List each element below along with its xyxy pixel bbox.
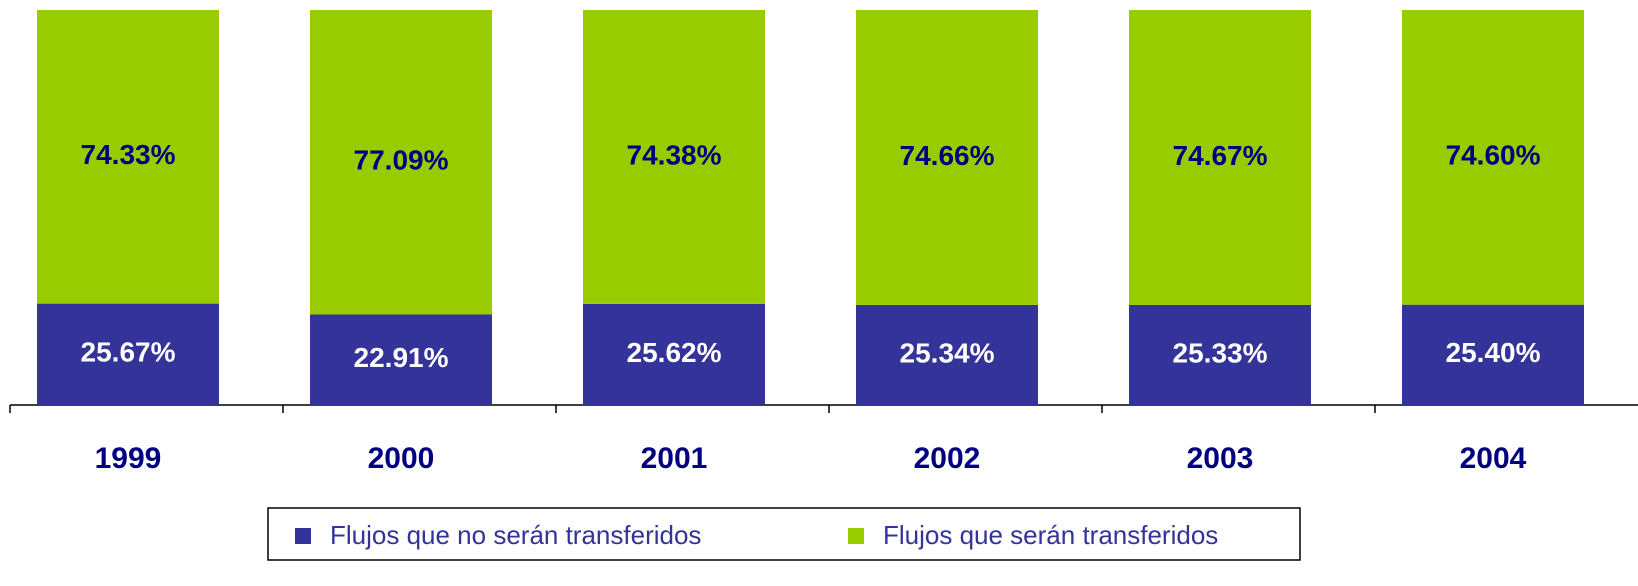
bar-segment	[583, 10, 765, 304]
legend-label: Flujos que no serán transferidos	[330, 520, 701, 550]
data-label: 74.60%	[1446, 140, 1541, 171]
bar-segment	[856, 10, 1038, 305]
legend-swatch	[848, 528, 864, 544]
data-label: 74.33%	[81, 139, 176, 170]
data-label: 25.62%	[627, 337, 722, 368]
bar-segment	[856, 304, 1038, 405]
x-tick-label: 1999	[95, 442, 162, 475]
x-tick-label: 2003	[1187, 442, 1254, 475]
data-label: 74.66%	[900, 140, 995, 171]
bar-segment	[1129, 10, 1311, 305]
bar-segment	[310, 314, 492, 405]
bar-segment	[310, 10, 492, 315]
data-label: 74.67%	[1173, 140, 1268, 171]
bar-segment	[1402, 304, 1584, 405]
bar-segment	[583, 303, 765, 405]
x-tick-label: 2004	[1460, 442, 1527, 475]
data-label: 25.33%	[1173, 337, 1268, 368]
data-label: 77.09%	[354, 145, 449, 176]
bar-segment	[37, 303, 219, 405]
data-label: 25.34%	[900, 337, 995, 368]
x-tick-label: 2000	[368, 442, 435, 475]
x-tick-label: 2002	[914, 442, 981, 475]
data-label: 22.91%	[354, 342, 449, 373]
data-label: 25.67%	[81, 337, 176, 368]
bar-segment	[1402, 10, 1584, 305]
bar-segment	[1129, 304, 1311, 405]
bar-segment	[37, 10, 219, 304]
data-label: 74.38%	[627, 139, 722, 170]
legend-swatch	[295, 528, 311, 544]
legend-label: Flujos que serán transferidos	[883, 520, 1218, 550]
x-tick-label: 2001	[641, 442, 708, 475]
data-label: 25.40%	[1446, 337, 1541, 368]
legend-box	[267, 507, 1301, 561]
